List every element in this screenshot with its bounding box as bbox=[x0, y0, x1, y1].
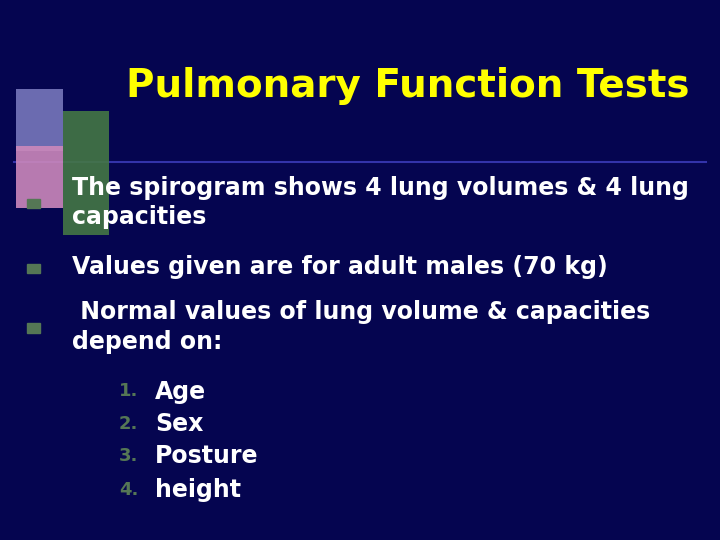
Text: 4.: 4. bbox=[119, 481, 138, 499]
Bar bbox=[63, 173, 109, 235]
Text: Age: Age bbox=[155, 380, 206, 403]
Bar bbox=[27, 199, 40, 208]
Bar bbox=[16, 146, 63, 208]
Bar bbox=[27, 264, 40, 273]
Text: 3.: 3. bbox=[119, 447, 138, 465]
Text: Posture: Posture bbox=[155, 444, 258, 468]
Bar bbox=[27, 323, 40, 333]
Text: Normal values of lung volume & capacities
depend on:: Normal values of lung volume & capacitie… bbox=[72, 300, 650, 354]
Bar bbox=[63, 111, 109, 173]
Text: Sex: Sex bbox=[155, 412, 203, 436]
Bar bbox=[16, 89, 63, 151]
Text: 1.: 1. bbox=[119, 382, 138, 401]
Text: Values given are for adult males (70 kg): Values given are for adult males (70 kg) bbox=[72, 255, 608, 279]
Text: height: height bbox=[155, 478, 240, 502]
Text: Pulmonary Function Tests: Pulmonary Function Tests bbox=[126, 68, 690, 105]
Text: 2.: 2. bbox=[119, 415, 138, 433]
Text: The spirogram shows 4 lung volumes & 4 lung
capacities: The spirogram shows 4 lung volumes & 4 l… bbox=[72, 176, 689, 230]
